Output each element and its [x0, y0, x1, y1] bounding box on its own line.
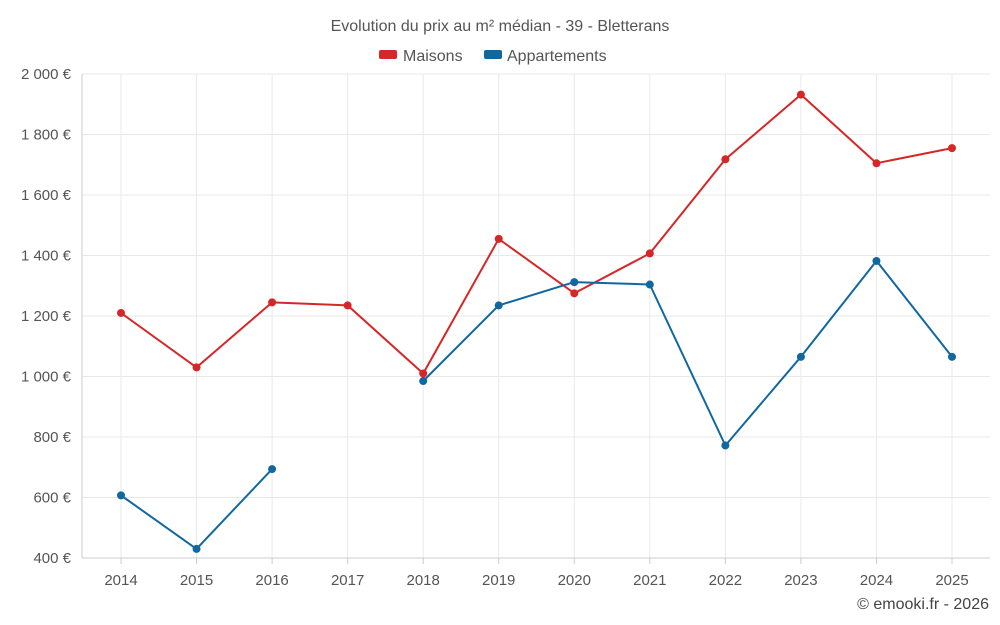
data-point-maisons[interactable]: [192, 363, 201, 372]
legend[interactable]: Maisons Appartements: [379, 48, 607, 65]
y-tick-label: 1 200 €: [21, 308, 72, 325]
x-tick-label: 2021: [633, 572, 666, 589]
legend-item-maisons[interactable]: Maisons: [379, 48, 463, 65]
x-tick-label: 2017: [331, 572, 364, 589]
data-point-appartements[interactable]: [268, 465, 277, 474]
grid: [82, 73, 990, 558]
chart-title: Evolution du prix au m² médian - 39 - Bl…: [331, 18, 670, 35]
x-tick-label: 2023: [784, 572, 817, 589]
y-tick-label: 1 800 €: [21, 127, 72, 144]
data-point-maisons[interactable]: [117, 308, 125, 317]
series: [117, 90, 956, 553]
y-tick-label: 400 €: [33, 550, 71, 567]
data-point-maisons[interactable]: [948, 144, 956, 153]
data-point-maisons[interactable]: [419, 369, 428, 378]
y-tick-label: 800 €: [33, 429, 71, 446]
data-point-maisons[interactable]: [343, 301, 352, 310]
x-tick-label: 2024: [860, 572, 893, 589]
series-line-maisons: [120, 93, 953, 375]
credit-text: © emooki.fr - 2026: [857, 596, 989, 613]
data-point-appartements[interactable]: [948, 352, 956, 361]
y-tick-label: 1 400 €: [21, 248, 72, 265]
legend-swatch: [379, 50, 397, 59]
x-tick-label: 2015: [180, 572, 213, 589]
data-point-appartements[interactable]: [117, 491, 125, 500]
x-tick-label: 2014: [104, 572, 137, 589]
x-tick-label: 2025: [935, 572, 968, 589]
axes: 400 € 600 € 800 € 1 000 € 1 200 € 1 400 € 1 60…: [21, 66, 990, 589]
series-appartements: [117, 256, 956, 553]
data-point-appartements[interactable]: [721, 441, 730, 450]
data-point-appartements[interactable]: [494, 301, 503, 310]
series-line-appartements: [422, 259, 953, 447]
legend-swatch: [484, 50, 502, 59]
data-point-maisons[interactable]: [268, 298, 277, 307]
y-tick-label: 600 €: [33, 490, 71, 507]
legend-item-appartements[interactable]: Appartements: [484, 48, 607, 65]
y-tick-label: 2 000 €: [21, 66, 72, 83]
x-tick-label: 2022: [709, 572, 742, 589]
x-tick-label: 2020: [558, 572, 591, 589]
data-point-maisons[interactable]: [570, 289, 579, 298]
y-tick-label: 1 600 €: [21, 187, 72, 204]
legend-label: Appartements: [507, 48, 607, 65]
series-maisons: [117, 90, 956, 378]
data-point-maisons[interactable]: [796, 90, 805, 99]
data-point-appartements[interactable]: [419, 377, 428, 386]
data-point-appartements[interactable]: [872, 256, 881, 265]
data-point-maisons[interactable]: [645, 249, 654, 258]
data-point-maisons[interactable]: [494, 234, 503, 243]
data-point-maisons[interactable]: [872, 159, 881, 168]
x-tick-label: 2019: [482, 572, 515, 589]
data-point-appartements[interactable]: [796, 352, 805, 361]
legend-label: Maisons: [403, 48, 463, 65]
data-point-appartements[interactable]: [645, 280, 654, 289]
data-point-maisons[interactable]: [721, 155, 730, 164]
x-tick-label: 2018: [406, 572, 439, 589]
x-tick-label: 2016: [255, 572, 288, 589]
data-point-appartements[interactable]: [570, 278, 579, 287]
y-tick-label: 1 000 €: [21, 369, 72, 386]
data-point-appartements[interactable]: [192, 544, 201, 553]
